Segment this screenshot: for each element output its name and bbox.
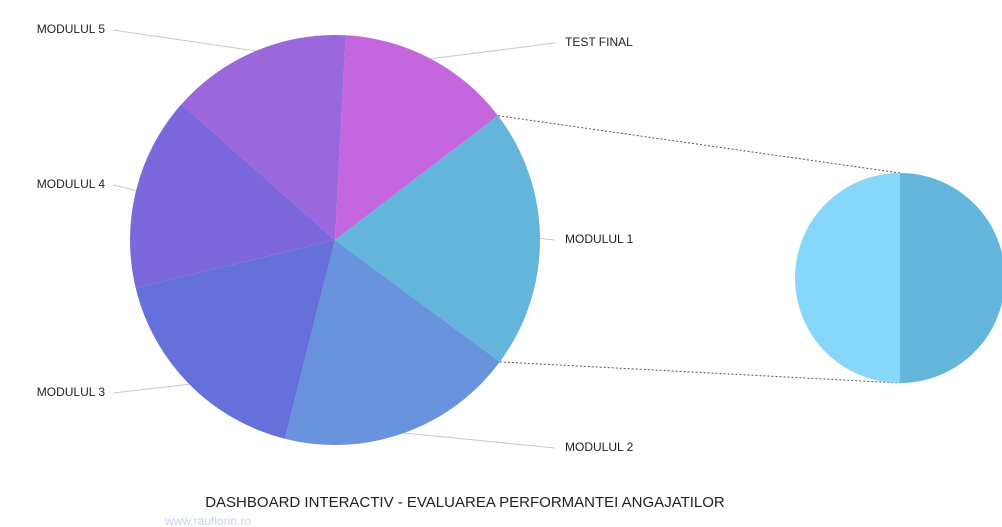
slice-label: MODULUL 3 <box>37 385 106 399</box>
leader-line <box>430 42 556 60</box>
leader-line <box>112 383 190 394</box>
chart-title: DASHBOARD INTERACTIV - EVALUAREA PERFORM… <box>205 494 725 511</box>
slice-label: MODULUL 1 <box>565 232 634 246</box>
watermark: www.rauflorin.ro <box>164 514 251 527</box>
secondary-slice <box>900 173 1002 383</box>
pie-slice <box>130 104 335 289</box>
slice-label: MODULUL 2 <box>565 440 634 454</box>
connector-line <box>497 115 901 174</box>
slice-label: MODULUL 5 <box>37 22 106 36</box>
leader-line <box>112 29 256 52</box>
leader-line <box>112 184 137 191</box>
secondary-slice <box>795 173 900 383</box>
connector-line <box>499 361 901 384</box>
pie-slice <box>335 115 540 362</box>
pie-slice <box>284 240 500 445</box>
leader-line <box>403 432 556 449</box>
pie-slice <box>335 35 499 240</box>
pie-slice <box>181 35 346 241</box>
pie-slice <box>135 240 335 439</box>
slice-label: TEST FINAL <box>565 35 633 49</box>
leader-line <box>539 237 556 241</box>
slice-label: MODULUL 4 <box>37 177 106 191</box>
